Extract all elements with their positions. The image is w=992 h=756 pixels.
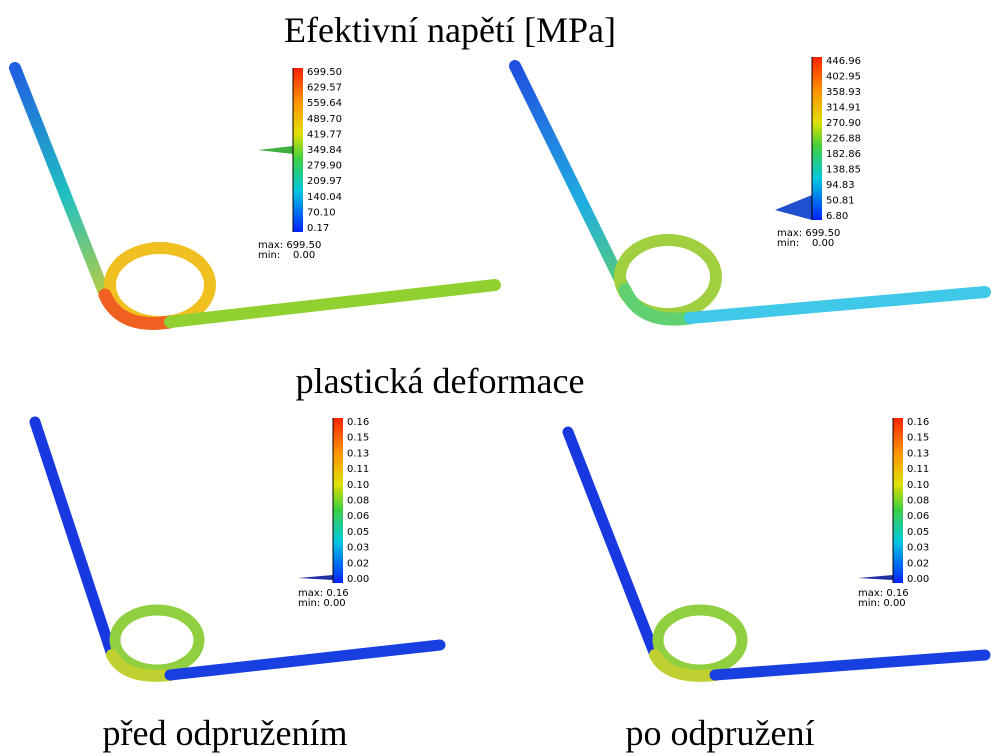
legend-label: 699.50 <box>307 67 342 78</box>
legend-label: 559.64 <box>307 98 342 109</box>
legend-label: 446.96 <box>826 56 861 67</box>
color-bar <box>333 418 343 583</box>
color-bar <box>893 418 903 583</box>
legend-label: 0.02 <box>347 558 369 569</box>
legend-label: 0.13 <box>347 448 369 459</box>
legend-label: 0.08 <box>347 496 369 507</box>
legend-label: 140.04 <box>307 192 342 203</box>
heading: Efektivní napětí [MPa] <box>284 10 616 50</box>
legend-label: 270.90 <box>826 118 861 129</box>
legend-label: 209.97 <box>307 176 342 187</box>
legend-label: 226.88 <box>826 134 861 145</box>
legend-label: 0.11 <box>347 464 369 475</box>
spring-render <box>35 422 440 676</box>
legend-label: 50.81 <box>826 196 855 207</box>
legend-label: 0.15 <box>907 433 929 444</box>
legend-label: 0.15 <box>347 433 369 444</box>
legend-min: min: 0.00 <box>858 598 906 609</box>
legend-label: 0.06 <box>347 511 369 522</box>
legend-label: 0.08 <box>907 496 929 507</box>
legend-label: 279.90 <box>307 161 342 172</box>
legend-label: 358.93 <box>826 87 861 98</box>
legend-label: 0.03 <box>907 543 929 554</box>
legend-label: 182.86 <box>826 149 861 160</box>
legend-label: 629.57 <box>307 83 342 94</box>
legend-label: 0.10 <box>347 480 369 491</box>
legend-label: 0.16 <box>347 417 369 428</box>
color-bar <box>812 57 822 220</box>
legend-label: 70.10 <box>307 207 336 218</box>
legend-min: min: 0.00 <box>298 598 346 609</box>
legend-label: 0.00 <box>347 574 369 585</box>
legend-label: 314.91 <box>826 103 861 114</box>
legend-label: 402.95 <box>826 72 861 83</box>
heading: plastická deformace <box>296 361 585 401</box>
legend-label: 0.03 <box>347 543 369 554</box>
legend-label: 0.17 <box>307 223 329 234</box>
spring-render <box>15 68 495 323</box>
spring-render <box>515 66 985 319</box>
caption: před odpružením <box>103 713 348 753</box>
legend-label: 94.83 <box>826 180 855 191</box>
legend-label: 0.11 <box>907 464 929 475</box>
legend-label: 0.13 <box>907 448 929 459</box>
legend-label: 0.16 <box>907 417 929 428</box>
legend-label: 0.10 <box>907 480 929 491</box>
legend-label: 419.77 <box>307 129 342 140</box>
caption: po odpružení <box>626 713 815 753</box>
legend-min: min: 0.00 <box>258 250 315 261</box>
legend-label: 0.05 <box>347 527 369 538</box>
legend-label: 0.02 <box>907 558 929 569</box>
legend-label: 138.85 <box>826 165 861 176</box>
color-bar <box>293 68 303 232</box>
legend-label: 6.80 <box>826 211 848 222</box>
legend-min: min: 0.00 <box>777 238 834 249</box>
legend-label: 349.84 <box>307 145 342 156</box>
legend-label: 0.00 <box>907 574 929 585</box>
legend-label: 0.06 <box>907 511 929 522</box>
figure: Efektivní napětí [MPa] plastická deforma… <box>0 0 992 756</box>
legend-label: 0.05 <box>907 527 929 538</box>
legend-label: 489.70 <box>307 114 342 125</box>
